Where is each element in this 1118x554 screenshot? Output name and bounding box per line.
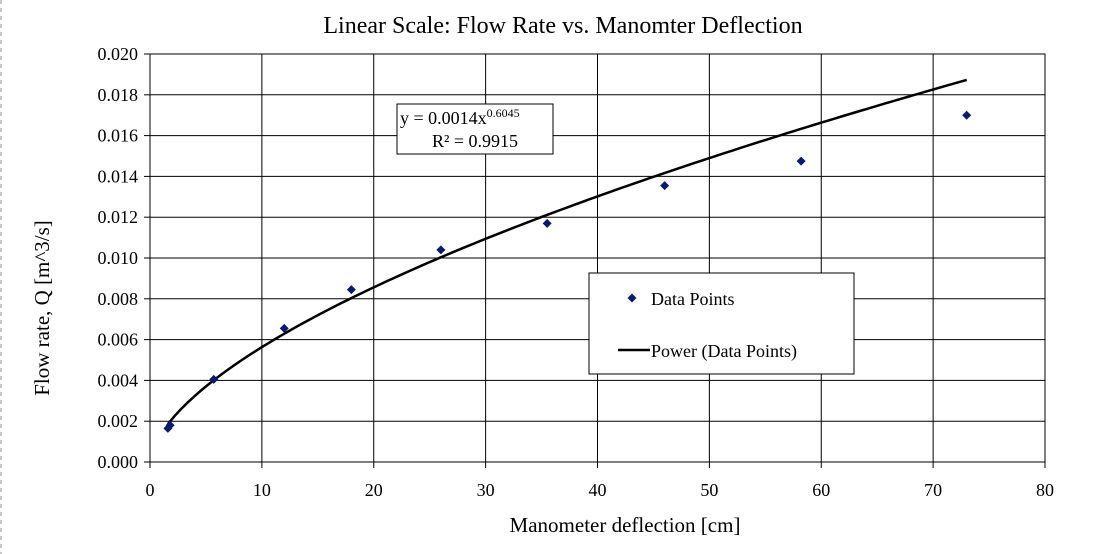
y-tick-label: 0.000 [98,452,139,472]
y-tick-label: 0.002 [98,411,139,431]
data-point [279,323,289,333]
x-tick-label: 30 [477,480,495,500]
legend-entry-power-trendline: Power (Data Points) [651,341,797,362]
x-axis-label: Manometer deflection [cm] [510,513,741,537]
trendline-layer [166,78,968,425]
legend: Data Points Power (Data Points) [588,272,855,375]
y-axis: 0.000 0.002 0.004 0.006 0.008 0.010 0.012 0.014… [98,44,150,472]
y-tick-label: 0.014 [98,166,139,186]
y-tick-label: 0.004 [98,370,139,390]
x-tick-label: 60 [812,480,830,500]
data-point [436,245,446,255]
r-squared-label: R² = 0.9915 [432,131,518,151]
y-tick-label: 0.018 [98,85,139,105]
data-point [962,110,972,120]
data-point [796,156,806,166]
legend-entry-data-points: Data Points [651,289,735,309]
x-tick-label: 10 [253,480,271,500]
data-point [660,181,670,191]
trendline-equation: y = 0.0014x0.6045 [400,106,520,128]
x-tick-label: 20 [365,480,383,500]
x-tick-label: 40 [589,480,607,500]
data-point [209,374,219,384]
y-tick-label: 0.008 [98,289,139,309]
data-point [165,420,175,430]
equation-exponent: 0.6045 [487,106,520,120]
chart-title: Linear Scale: Flow Rate vs. Manomter Def… [323,13,802,39]
y-tick-label: 0.010 [98,248,139,268]
x-axis: 0 10 20 30 40 50 60 70 80 [146,462,1054,500]
page-edge-dotted-border [0,0,2,554]
y-tick-label: 0.020 [98,44,139,64]
y-tick-label: 0.006 [98,330,139,350]
y-axis-label: Flow rate, Q [m^3/s] [30,220,54,396]
equation-base: y = 0.0014x [400,108,487,128]
x-tick-label: 50 [700,480,718,500]
legend-diamond-marker [627,293,637,303]
y-tick-label: 0.012 [98,207,139,227]
x-tick-label: 0 [146,480,155,500]
x-tick-label: 70 [924,480,942,500]
data-points-layer [163,110,972,433]
data-point [542,218,552,228]
y-tick-label: 0.016 [98,126,139,146]
x-tick-label: 80 [1036,480,1054,500]
power-trendline [166,78,968,425]
trendline-equation-box: y = 0.0014x0.6045 R² = 0.9915 [396,103,554,155]
data-point [346,285,356,295]
